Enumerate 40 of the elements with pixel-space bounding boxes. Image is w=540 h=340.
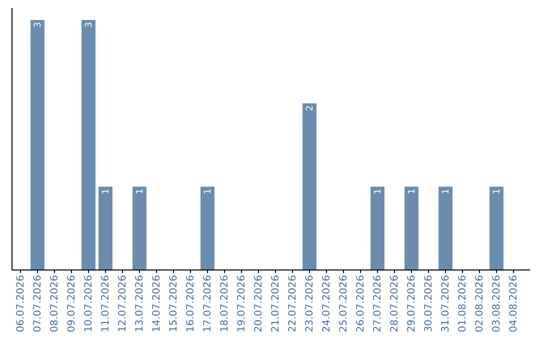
x-tick-label: 15.07.2026 — [168, 275, 180, 332]
x-tick-label: 22.07.2026 — [288, 275, 298, 332]
x-tick-label: 09.07.2026 — [66, 275, 78, 332]
x-tick-label: 13.07.2026 — [134, 275, 146, 332]
x-tick-label: 26.07.2026 — [356, 275, 366, 332]
x-tick-label: 29.07.2026 — [406, 275, 418, 332]
x-tick-label: 02.08.2026 — [474, 275, 486, 332]
data-label: 1 — [408, 188, 418, 194]
x-tick-label: 18.07.2026 — [220, 275, 230, 332]
x-tick-label: 07.07.2026 — [32, 275, 44, 332]
x-tick-label: 06.07.2026 — [16, 275, 26, 332]
x-tick-label: 31.07.2026 — [440, 275, 452, 332]
x-tick-label: 10.07.2026 — [84, 275, 94, 332]
x-tick-label: 25.07.2026 — [338, 275, 350, 332]
x-tick-label: 04.08.2026 — [508, 275, 520, 332]
x-tick-label: 16.07.2026 — [186, 275, 196, 332]
data-label: 1 — [136, 188, 146, 194]
x-tick-label: 11.07.2026 — [100, 275, 112, 332]
x-tick-label: 01.08.2026 — [458, 275, 468, 332]
data-label: 1 — [102, 188, 112, 194]
x-tick-label: 19.07.2026 — [236, 275, 248, 332]
x-tick-label: 14.07.2026 — [152, 275, 162, 332]
x-tick-label: 28.07.2026 — [390, 275, 400, 332]
x-tick-label: 12.07.2026 — [118, 275, 128, 332]
data-label: 1 — [492, 188, 502, 194]
x-tick-label: 03.08.2026 — [492, 275, 502, 332]
x-tick-label: 23.07.2026 — [304, 275, 316, 332]
x-tick-label: 21.07.2026 — [270, 275, 282, 332]
data-label: 2 — [306, 105, 316, 112]
x-tick-label: 17.07.2026 — [202, 275, 214, 332]
data-label: 3 — [34, 22, 44, 28]
x-tick-label: 24.07.2026 — [322, 275, 332, 332]
x-tick-label: 27.07.2026 — [372, 275, 384, 332]
data-label: 3 — [84, 22, 94, 28]
x-tick-label: 20.07.2026 — [254, 275, 264, 332]
data-label: 1 — [442, 188, 452, 194]
data-label: 1 — [374, 188, 384, 194]
x-tick-label: 30.07.2026 — [424, 275, 434, 332]
data-label: 1 — [204, 188, 214, 194]
x-tick-label: 08.07.2026 — [50, 275, 60, 332]
